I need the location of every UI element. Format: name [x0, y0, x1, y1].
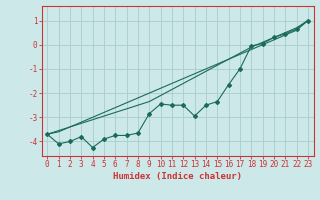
X-axis label: Humidex (Indice chaleur): Humidex (Indice chaleur)	[113, 172, 242, 181]
